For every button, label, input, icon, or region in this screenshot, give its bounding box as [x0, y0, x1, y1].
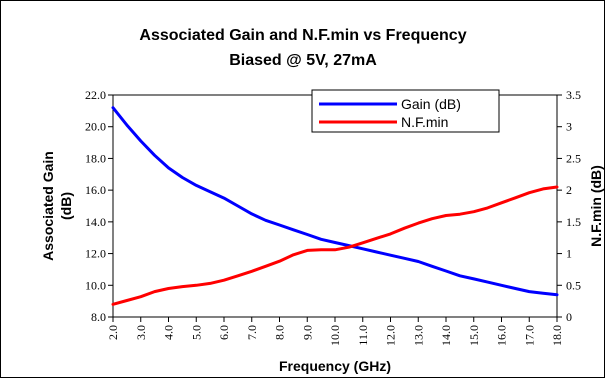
y-left-axis-title-line2: (dB)	[58, 192, 74, 220]
x-tick-label: 14.0	[439, 325, 453, 346]
x-tick-label: 10.0	[328, 325, 342, 346]
x-tick-label: 16.0	[495, 325, 509, 346]
y-left-tick-label: 10.0	[85, 278, 106, 292]
x-tick-label: 6.0	[217, 325, 231, 340]
x-tick-label: 9.0	[300, 325, 314, 340]
series-layer	[111, 106, 559, 306]
y-right-tick-label: 1.5	[566, 215, 581, 229]
y-right-tick-label: 0.5	[566, 278, 581, 292]
legend-label-nfmin: N.F.min	[401, 114, 448, 130]
x-tick-label: 4.0	[162, 325, 176, 340]
legend: Gain (dB) N.F.min	[311, 89, 500, 133]
y-right-tick-label: 2.5	[566, 151, 581, 165]
x-tick-label: 5.0	[189, 325, 203, 340]
y-left-tick-label: 12.0	[85, 247, 106, 261]
y-left-axis-title: Associated Gain (dB)	[40, 151, 74, 261]
x-tick-label: 7.0	[245, 325, 259, 340]
y-left-axis-title-line1: Associated Gain	[40, 151, 56, 261]
chart-subtitle: Biased @ 5V, 27mA	[229, 52, 377, 69]
y-left-axis-ticks: 8.0 10.0 12.0 14.0 16.0 18.0 20.0 22.0	[85, 88, 113, 324]
x-axis-ticks: 2.0 3.0 4.0 5.0 6.0 7.0 8.0 9.0 10.0 11.0 12.0 13.0…	[106, 317, 564, 346]
x-tick-label: 13.0	[411, 325, 425, 346]
x-tick-label: 17.0	[522, 325, 536, 346]
x-tick-label: 18.0	[550, 325, 564, 346]
y-right-tick-label: 3.5	[566, 88, 581, 102]
x-tick-label: 11.0	[356, 325, 370, 346]
x-tick-label: 3.0	[134, 325, 148, 340]
x-tick-label: 12.0	[384, 325, 398, 346]
y-right-tick-label: 0	[566, 310, 572, 324]
y-left-tick-label: 14.0	[85, 215, 106, 229]
y-left-tick-label: 8.0	[91, 310, 106, 324]
y-left-tick-label: 18.0	[85, 151, 106, 165]
x-tick-label: 8.0	[273, 325, 287, 340]
chart-title: Associated Gain and N.F.min vs Frequency	[139, 27, 466, 44]
y-left-tick-label: 16.0	[85, 183, 106, 197]
y-right-tick-label: 2	[566, 183, 572, 197]
y-right-tick-label: 1	[566, 247, 572, 261]
x-tick-label: 15.0	[467, 325, 481, 346]
x-tick-label: 2.0	[106, 325, 120, 340]
y-right-axis-ticks: 0 0.5 1 1.5 2 2.5 3 3.5	[557, 88, 581, 324]
legend-label-gain: Gain (dB)	[401, 96, 461, 112]
series-line-gain	[111, 106, 559, 297]
y-right-tick-label: 3	[566, 120, 572, 134]
y-left-tick-label: 22.0	[85, 88, 106, 102]
legend-box	[311, 89, 500, 133]
y-right-axis-title: N.F.min (dB)	[588, 165, 604, 247]
series-line-nfmin	[111, 185, 559, 306]
x-axis-title: Frequency (GHz)	[279, 358, 391, 374]
y-left-tick-label: 20.0	[85, 120, 106, 134]
